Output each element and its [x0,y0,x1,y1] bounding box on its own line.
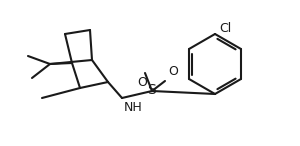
Text: O: O [168,65,178,78]
Text: Cl: Cl [219,22,231,35]
Text: NH: NH [124,101,143,114]
Text: O: O [137,76,147,89]
Text: S: S [148,83,156,97]
